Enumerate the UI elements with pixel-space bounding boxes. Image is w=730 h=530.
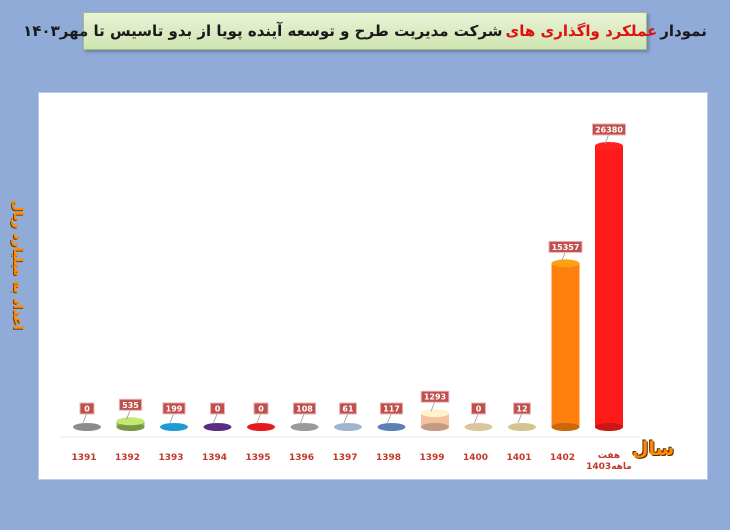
chart-title-part2: شرکت مدیریت طرح و توسعه آینده پویا از بد… (23, 22, 503, 40)
data-label-1398: 117 (383, 405, 400, 414)
leader-line-1393 (169, 412, 175, 424)
bar-top-1402 (551, 259, 580, 268)
chart-title: نمودار عملکرد واگذاری های شرکت مدیریت طر… (23, 12, 707, 50)
x-tick-label-1400: 1400 (463, 453, 488, 463)
x-tick-label-1396: 1396 (289, 453, 314, 463)
bar-top-هفت ماهه1403 (595, 141, 623, 150)
leader-line-1395 (256, 412, 262, 424)
data-label-1396: 108 (296, 405, 313, 414)
bar-base-هفت ماهه1403 (595, 423, 623, 431)
data-label-1391: 0 (84, 405, 90, 414)
x-tick-label-1398: 1398 (376, 453, 401, 463)
bar-1396 (290, 423, 319, 431)
bar-1398 (377, 423, 406, 431)
x-tick-label-1401: 1401 (506, 453, 531, 463)
data-label-هفت ماهه1403: 26380 (595, 125, 623, 134)
data-label-1394: 0 (215, 405, 221, 414)
leader-line-1397 (343, 412, 349, 424)
bar-1397 (334, 423, 362, 431)
x-tick-label-1397: 1397 (332, 453, 357, 463)
leader-line-1401 (517, 412, 523, 424)
chart-title-highlight: عملکرد واگذاری های (505, 22, 658, 40)
bar-1391 (73, 423, 101, 431)
leader-line-1396 (300, 412, 305, 424)
data-label-box-1400 (471, 402, 486, 415)
data-label-box-1398 (379, 402, 404, 415)
leader-line-1398 (387, 412, 392, 424)
x-tick-label-1393: 1393 (158, 453, 183, 463)
data-label-box-1401 (513, 402, 531, 415)
data-label-box-هفت ماهه1403 (592, 123, 626, 136)
data-label-box-1394 (210, 402, 225, 415)
bar-1395 (247, 423, 275, 431)
leader-line-1400 (474, 412, 479, 424)
data-label-box-1395 (253, 402, 269, 415)
data-label-1401: 12 (516, 405, 527, 414)
x-tick-label-1402: 1402 (550, 453, 575, 463)
bar-1401 (508, 423, 536, 431)
x-axis-label: سال (632, 438, 675, 460)
x-tick-label-1394: 1394 (202, 453, 227, 463)
data-label-1392: 535 (122, 401, 139, 410)
data-label-1400: 0 (476, 405, 482, 414)
bar-top-1392 (116, 417, 145, 426)
leader-line-1391 (82, 412, 88, 424)
data-label-box-1391 (79, 402, 95, 415)
data-label-1393: 199 (166, 404, 183, 413)
data-label-1399: 1293 (424, 393, 446, 402)
bar-1394 (203, 423, 232, 431)
data-label-1395: 0 (258, 405, 264, 414)
bar-1402 (551, 263, 580, 427)
bar-base-1392 (116, 423, 145, 431)
data-label-box-1392 (118, 398, 143, 411)
x-tick-label-1392: 1392 (115, 453, 140, 463)
x-tick-label-1395: 1395 (245, 453, 270, 463)
leader-line-1402 (561, 251, 566, 262)
data-label-box-1402 (548, 240, 583, 253)
data-label-box-1399 (420, 390, 450, 403)
x-tick-label-1391: 1391 (71, 453, 96, 463)
leader-line-هفت ماهه1403 (604, 133, 610, 145)
bar-1393 (160, 423, 188, 431)
bar-base-1399 (421, 423, 449, 431)
bar-base-1402 (551, 423, 580, 431)
x-tick-label-12-b: ماهه1403 (586, 462, 632, 472)
leader-line-1392 (126, 409, 131, 420)
data-label-1402: 15357 (552, 243, 580, 252)
leader-line-1394 (213, 412, 218, 424)
data-label-box-1397 (339, 402, 357, 415)
bar-1400 (464, 423, 493, 431)
data-label-box-1396 (292, 402, 317, 415)
bar-هفت ماهه1403 (595, 145, 623, 427)
x-tick-label-12-a: هفت (598, 451, 620, 461)
data-label-1397: 61 (342, 405, 354, 414)
data-label-box-1393 (162, 402, 186, 415)
x-tick-label-1399: 1399 (419, 453, 444, 463)
y-axis-label: اعداد به میلیارد ریال (10, 200, 25, 330)
chart-title-part1: نمودار (660, 22, 707, 40)
bar-top-1399 (421, 409, 449, 418)
leader-line-1399 (430, 401, 436, 412)
